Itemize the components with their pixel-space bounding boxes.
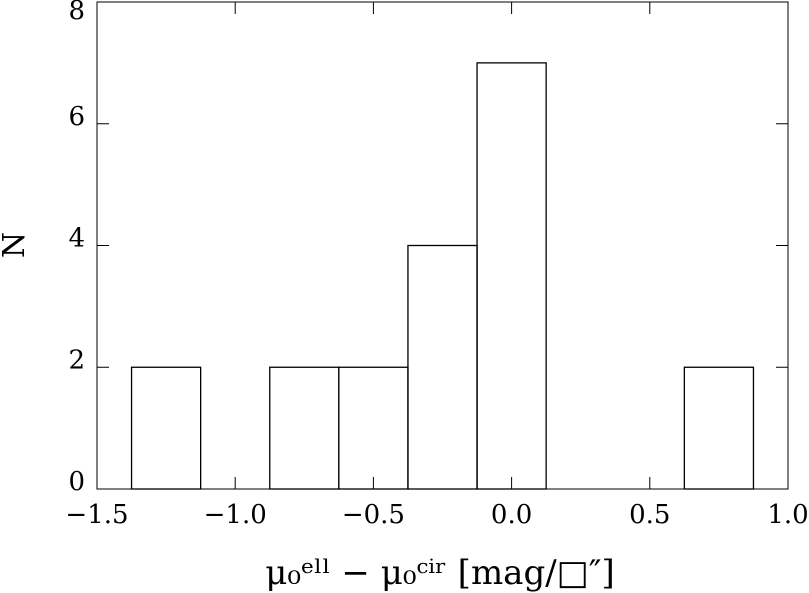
x-axis-label: μ₀ᵉˡˡ − μ₀ᶜⁱʳ [mag/□″]: [265, 553, 615, 593]
y-axis-label: N: [0, 232, 32, 258]
y-tick-label: 0: [68, 467, 85, 497]
x-tick-label: 0.0: [491, 500, 532, 530]
x-tick-label: −1.0: [204, 500, 267, 530]
y-tick-label: 6: [68, 102, 85, 132]
x-tick-label: 1.0: [767, 500, 808, 530]
x-tick-label: −1.5: [65, 500, 128, 530]
bar: [269, 366, 340, 490]
bar: [130, 366, 202, 490]
bar: [683, 366, 755, 490]
y-tick-label: 4: [68, 224, 85, 254]
bar: [407, 244, 478, 490]
bar: [338, 366, 409, 490]
x-tick-label: −0.5: [342, 500, 405, 530]
bar: [476, 62, 547, 490]
x-tick-label: 0.5: [629, 500, 670, 530]
y-tick-label: 2: [68, 345, 85, 375]
y-tick-label: 8: [68, 0, 85, 26]
